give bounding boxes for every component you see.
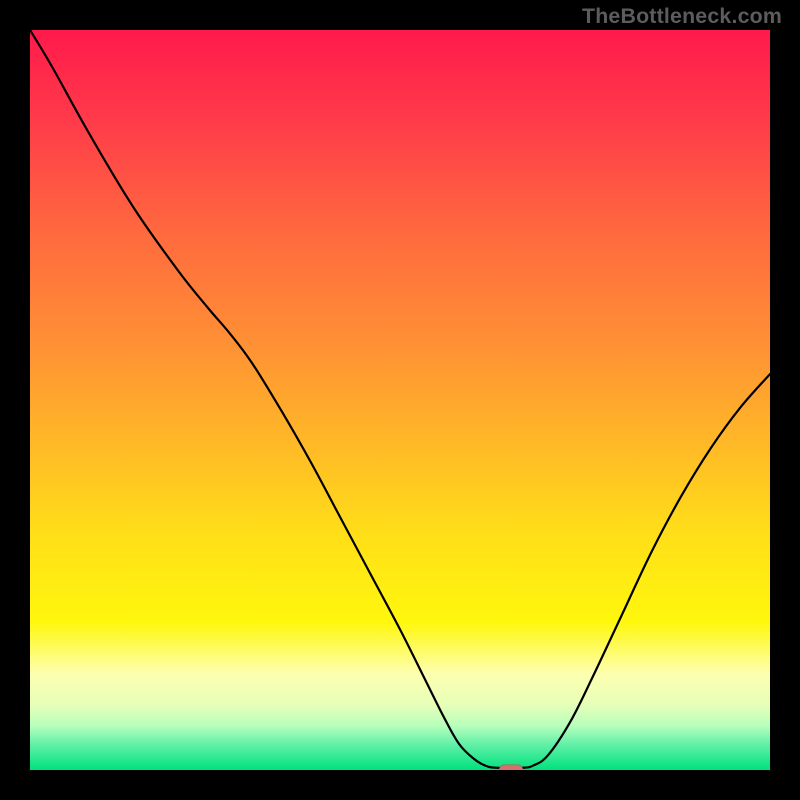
bottleneck-curve-chart <box>30 30 770 770</box>
gradient-background <box>30 30 770 770</box>
chart-frame: TheBottleneck.com <box>0 0 800 800</box>
plot-area <box>30 30 770 770</box>
watermark-text: TheBottleneck.com <box>582 4 782 29</box>
optimal-marker <box>499 765 523 770</box>
